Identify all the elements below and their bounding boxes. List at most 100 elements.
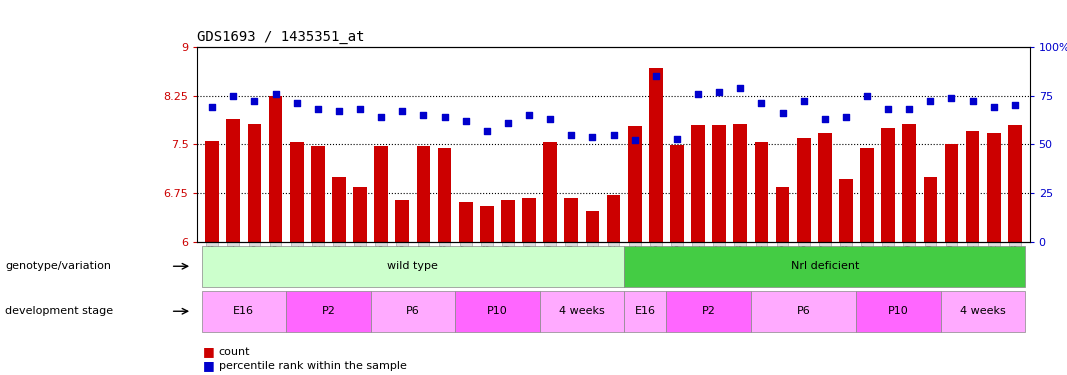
Point: [1006, 102, 1023, 108]
Point: [753, 100, 770, 106]
Point: [204, 104, 221, 110]
Bar: [776, 187, 790, 242]
Bar: [353, 187, 367, 242]
Point: [521, 112, 538, 118]
Bar: [564, 198, 578, 242]
Text: Nrl deficient: Nrl deficient: [791, 261, 859, 271]
Text: ■: ■: [203, 345, 214, 358]
Text: genotype/variation: genotype/variation: [5, 261, 111, 271]
Bar: [691, 125, 705, 242]
Point: [351, 106, 368, 112]
Bar: [540, 291, 624, 332]
Point: [668, 135, 685, 141]
Text: 4 weeks: 4 weeks: [559, 306, 605, 316]
Point: [478, 128, 495, 134]
Bar: [202, 291, 286, 332]
Bar: [416, 146, 430, 242]
Point: [584, 134, 601, 140]
Point: [436, 114, 453, 120]
Text: E16: E16: [635, 306, 656, 316]
Point: [689, 91, 706, 97]
Point: [859, 93, 876, 99]
Text: GDS1693 / 1435351_at: GDS1693 / 1435351_at: [197, 30, 365, 45]
Bar: [226, 119, 240, 242]
Text: 4 weeks: 4 weeks: [960, 306, 1006, 316]
Bar: [966, 131, 980, 242]
Bar: [480, 206, 494, 242]
Point: [774, 110, 791, 116]
Bar: [649, 68, 663, 242]
Point: [626, 138, 643, 144]
Point: [457, 118, 474, 124]
Text: count: count: [219, 347, 251, 357]
Point: [288, 100, 305, 106]
Bar: [205, 141, 219, 242]
Bar: [269, 96, 283, 242]
Point: [879, 106, 896, 112]
Text: P2: P2: [702, 306, 716, 316]
Point: [732, 85, 749, 91]
Point: [816, 116, 833, 122]
Bar: [903, 124, 917, 242]
Point: [267, 91, 284, 97]
Point: [415, 112, 432, 118]
Point: [648, 73, 665, 79]
Bar: [370, 291, 456, 332]
Text: P6: P6: [797, 306, 811, 316]
Bar: [860, 148, 874, 242]
Bar: [310, 146, 324, 242]
Bar: [290, 142, 303, 242]
Bar: [627, 126, 641, 242]
Bar: [733, 124, 747, 242]
Bar: [839, 179, 853, 242]
Bar: [924, 177, 937, 242]
Bar: [670, 145, 684, 242]
Point: [985, 104, 1002, 110]
Bar: [543, 142, 557, 242]
Point: [901, 106, 918, 112]
Point: [605, 132, 622, 138]
Bar: [713, 125, 726, 242]
Bar: [624, 291, 666, 332]
Bar: [987, 133, 1001, 242]
Bar: [456, 291, 540, 332]
Point: [562, 132, 579, 138]
Point: [965, 99, 982, 105]
Bar: [754, 142, 768, 242]
Point: [922, 99, 939, 105]
Text: P10: P10: [487, 306, 508, 316]
Text: P6: P6: [405, 306, 419, 316]
Bar: [1008, 125, 1022, 242]
Bar: [941, 291, 1025, 332]
Bar: [624, 246, 1025, 287]
Bar: [818, 134, 831, 242]
Text: P10: P10: [889, 306, 909, 316]
Text: development stage: development stage: [5, 306, 113, 316]
Point: [795, 99, 812, 105]
Bar: [248, 124, 261, 242]
Point: [838, 114, 855, 120]
Bar: [797, 138, 811, 242]
Bar: [375, 146, 388, 242]
Bar: [607, 195, 620, 242]
Bar: [202, 246, 624, 287]
Bar: [586, 211, 600, 242]
Bar: [459, 202, 473, 242]
Bar: [857, 291, 941, 332]
Bar: [437, 148, 451, 242]
Point: [331, 108, 348, 114]
Bar: [332, 177, 346, 242]
Bar: [944, 144, 958, 242]
Bar: [501, 200, 514, 242]
Point: [309, 106, 327, 112]
Point: [499, 120, 516, 126]
Point: [394, 108, 411, 114]
Point: [542, 116, 559, 122]
Bar: [666, 291, 751, 332]
Bar: [396, 200, 409, 242]
Point: [225, 93, 242, 99]
Point: [943, 94, 960, 100]
Text: P2: P2: [321, 306, 335, 316]
Bar: [881, 128, 895, 242]
Point: [245, 99, 262, 105]
